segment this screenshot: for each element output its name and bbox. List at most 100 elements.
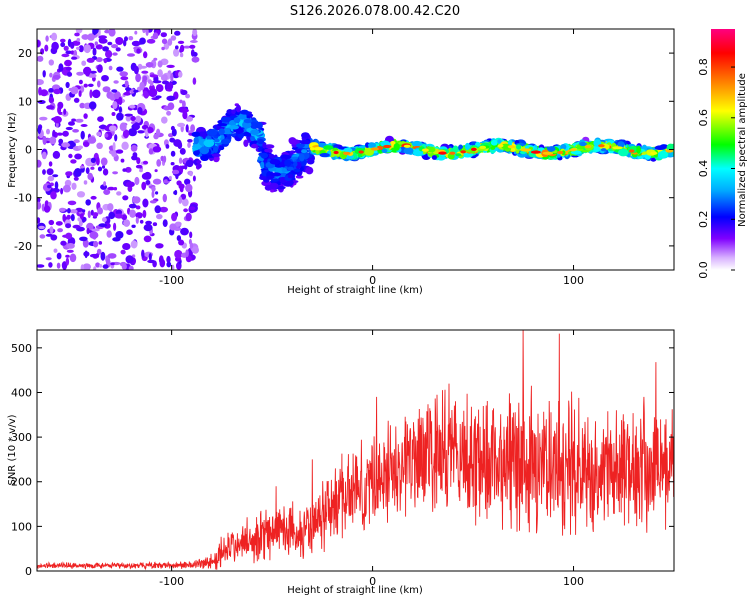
heatmap-cell xyxy=(125,181,135,188)
y-tick-label: 200 xyxy=(11,476,32,489)
heatmap-cell xyxy=(100,157,108,166)
heatmap-cell xyxy=(191,246,199,254)
heatmap-cell xyxy=(178,239,185,246)
heatmap-cell xyxy=(108,211,116,220)
heatmap-cell xyxy=(113,187,118,191)
heatmap-cell xyxy=(48,59,54,66)
heatmap-cell xyxy=(102,217,107,223)
heatmap-cell xyxy=(281,168,287,173)
heatmap-cell xyxy=(135,164,143,169)
heatmap-cell xyxy=(67,200,77,206)
heatmap-cell xyxy=(38,225,45,230)
heatmap-cell xyxy=(128,203,137,209)
heatmap-cell xyxy=(464,142,471,151)
heatmap-cell xyxy=(102,46,109,52)
heatmap-cell xyxy=(104,133,109,138)
heatmap-cell xyxy=(65,171,73,177)
heatmap-cell xyxy=(130,144,138,152)
heatmap-cell xyxy=(80,130,85,140)
heatmap-cell xyxy=(148,88,158,98)
heatmap-cell xyxy=(260,152,269,159)
heatmap-cell xyxy=(584,145,592,149)
heatmap-cell xyxy=(141,70,149,74)
heatmap-cell xyxy=(146,38,156,44)
heatmap-cell xyxy=(654,145,666,150)
heatmap-cell xyxy=(78,79,83,85)
heatmap-cell xyxy=(59,207,66,212)
heatmap-cell xyxy=(183,45,191,49)
heatmap-cell xyxy=(98,38,108,44)
heatmap-cell xyxy=(135,216,139,224)
heatmap-cell xyxy=(47,175,55,182)
heatmap-cell xyxy=(133,89,139,93)
heatmap-cell xyxy=(455,153,462,157)
heatmap-cell xyxy=(185,249,189,257)
heatmap-cell xyxy=(191,131,201,137)
heatmap-cell xyxy=(114,213,124,219)
heatmap-cell xyxy=(123,219,131,227)
heatmap-cell xyxy=(288,137,297,145)
heatmap-cell xyxy=(227,135,232,139)
heatmap-cell xyxy=(177,40,185,45)
heatmap-cell xyxy=(48,161,53,167)
heatmap-cell xyxy=(170,73,174,83)
heatmap-cell xyxy=(70,50,75,55)
heatmap-cell xyxy=(168,175,172,180)
heatmap-cell xyxy=(438,151,447,155)
heatmap-cell xyxy=(93,266,97,270)
heatmap-cell xyxy=(279,176,286,184)
heatmap-cell xyxy=(598,144,605,148)
heatmap-cell xyxy=(516,144,522,150)
heatmap-cell xyxy=(113,80,119,84)
snr-background xyxy=(37,330,674,571)
heatmap-cell xyxy=(62,214,66,222)
heatmap-cell xyxy=(287,174,294,179)
heatmap-cell xyxy=(45,35,49,42)
heatmap-cell xyxy=(49,136,57,145)
spectrogram-heatmap xyxy=(37,29,674,270)
heatmap-cell xyxy=(570,150,582,155)
heatmap-cell xyxy=(310,147,315,151)
heatmap-cell xyxy=(80,264,85,270)
heatmap-cell xyxy=(66,214,71,220)
heatmap-cell xyxy=(57,228,63,233)
heatmap-cell xyxy=(65,254,70,258)
heatmap-cell xyxy=(139,219,144,224)
heatmap-cell xyxy=(166,95,176,102)
heatmap-cell xyxy=(137,107,143,115)
heatmap-cell xyxy=(44,44,49,52)
heatmap-cell xyxy=(65,81,70,89)
heatmap-cell xyxy=(99,264,103,268)
heatmap-cell xyxy=(92,212,99,217)
heatmap-cell xyxy=(220,116,231,123)
heatmap-cell xyxy=(238,112,247,120)
heatmap-cell xyxy=(284,159,292,167)
heatmap-cell xyxy=(72,129,79,133)
heatmap-cell xyxy=(188,206,196,211)
heatmap-cell xyxy=(73,139,80,144)
heatmap-cell xyxy=(557,150,564,155)
heatmap-cell xyxy=(134,176,140,186)
heatmap-cell xyxy=(101,75,109,82)
heatmap-cell xyxy=(86,227,90,235)
heatmap-cell xyxy=(65,257,70,266)
heatmap-cell xyxy=(37,126,41,135)
heatmap-cell xyxy=(261,180,272,187)
heatmap-cell xyxy=(159,258,166,268)
x-tick-label: -100 xyxy=(159,274,184,287)
heatmap-cell xyxy=(37,159,42,168)
heatmap-cell xyxy=(51,41,59,51)
y-tick-label: 20 xyxy=(18,47,32,60)
heatmap-cell xyxy=(116,191,122,196)
heatmap-cell xyxy=(53,88,61,95)
y-tick-label: 10 xyxy=(18,95,32,108)
heatmap-cell xyxy=(124,36,128,42)
heatmap-cell xyxy=(628,149,635,153)
x-tick-label: 0 xyxy=(369,575,376,588)
heatmap-cell xyxy=(43,205,51,213)
heatmap-cell xyxy=(70,159,77,164)
heatmap-cell xyxy=(190,40,198,43)
heatmap-cell xyxy=(53,248,58,253)
